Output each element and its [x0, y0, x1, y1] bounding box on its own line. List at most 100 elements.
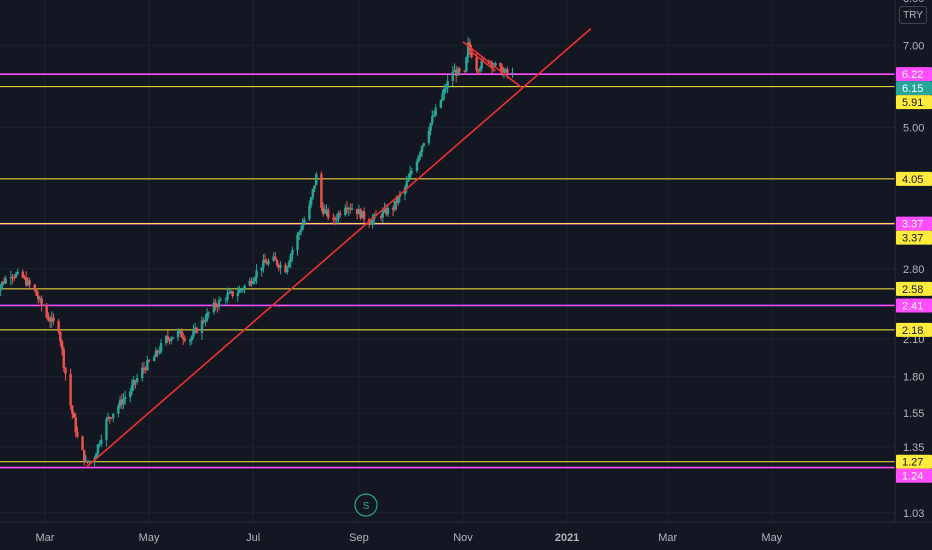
candle-body	[14, 273, 18, 278]
price-tick-label: 1.55	[903, 408, 924, 420]
candle-body	[468, 42, 472, 50]
candle-body	[320, 173, 323, 208]
candle-body	[236, 292, 239, 296]
candle-body	[393, 200, 396, 210]
candle-body	[361, 211, 364, 219]
candle-body	[511, 72, 514, 74]
level-badge	[896, 281, 932, 296]
candle-body	[349, 208, 352, 210]
candle-body	[298, 232, 301, 235]
level-badge	[896, 95, 932, 110]
price-tick-label: 8.50	[903, 0, 924, 5]
candle-body	[345, 207, 349, 210]
candle-body	[267, 260, 270, 265]
candle-body	[83, 450, 86, 462]
level-badge	[896, 454, 932, 469]
candle-body	[338, 213, 342, 215]
level-badge-label: 2.18	[902, 325, 923, 337]
candle-body	[200, 320, 204, 333]
candle-body	[475, 57, 478, 71]
candle-body	[456, 68, 460, 76]
candle-body	[134, 380, 137, 383]
candle-body	[291, 250, 294, 256]
candle-body	[451, 71, 454, 81]
time-tick-labels: Mar May Jul Sep Nov 2021 Mar May	[36, 532, 783, 544]
event-marker-label: S	[363, 501, 370, 512]
candle-body	[431, 116, 434, 124]
candle-body	[420, 146, 424, 153]
candle-body	[147, 360, 151, 362]
candle-body	[308, 205, 311, 220]
candle-body	[168, 338, 171, 341]
candle-body	[195, 327, 199, 333]
candle-body	[325, 209, 328, 211]
price-tick-label: 5.00	[903, 122, 924, 134]
candle-body	[57, 320, 60, 332]
candle-body	[279, 264, 282, 268]
currency-button[interactable]: TRY	[899, 6, 927, 24]
candle-body	[11, 277, 14, 279]
candle-body	[371, 218, 374, 224]
candle-body	[453, 69, 456, 72]
candle-body	[251, 281, 255, 284]
candle-body	[465, 57, 468, 72]
candle-body	[130, 385, 134, 392]
candle-body	[253, 278, 257, 282]
candle-body	[40, 298, 43, 306]
candle-body	[383, 208, 386, 212]
candle-body	[260, 267, 263, 271]
candle-body	[105, 419, 108, 440]
candle-body	[71, 405, 74, 414]
time-tick-label: Mar	[658, 532, 677, 544]
candle-body	[287, 262, 291, 267]
candle-body	[207, 312, 210, 314]
candle-body	[357, 209, 361, 215]
trendline	[85, 27, 592, 469]
candle-body	[299, 229, 303, 233]
split-event-marker[interactable]: S	[354, 493, 378, 517]
level-badge-label: 1.27	[902, 457, 923, 469]
candle-body	[158, 351, 161, 353]
candle-body	[255, 270, 258, 279]
candle-body	[226, 293, 229, 300]
candle-body	[379, 216, 383, 218]
candle-body	[458, 68, 461, 71]
time-tick-label: Sep	[349, 532, 369, 544]
candle-body	[170, 338, 173, 341]
candle-body	[202, 320, 205, 322]
candle-body	[356, 208, 359, 215]
candle-body	[405, 181, 408, 188]
candle-body	[501, 67, 504, 76]
candle-body	[262, 259, 265, 268]
candle-body	[265, 262, 268, 265]
time-tick-label: 2021	[555, 532, 579, 544]
candle-body	[25, 277, 28, 286]
candle-body	[506, 69, 509, 74]
candle-body	[478, 68, 482, 71]
candle-body	[263, 259, 267, 263]
candle-body	[141, 367, 144, 379]
candle-body	[212, 302, 216, 313]
candle-body	[60, 341, 64, 349]
level-badge-label: 2.58	[902, 284, 923, 296]
price-tick-label: 2.10	[903, 334, 924, 346]
time-tick-label: Mar	[36, 532, 55, 544]
candle-body	[120, 399, 123, 405]
candle-body	[35, 290, 38, 296]
candle-body	[359, 209, 362, 219]
candle-body	[250, 280, 253, 284]
candle-body	[408, 172, 412, 178]
candle-body	[164, 336, 168, 344]
candle-body	[142, 367, 146, 369]
candle-body	[98, 443, 101, 445]
candle-body	[132, 380, 135, 386]
level-badge	[896, 171, 932, 186]
price-tick-labels: 8.50 7.00 5.00 2.80 2.10 1.80 1.55 1.35 1.03	[903, 0, 924, 520]
candle-body	[454, 69, 458, 76]
candle-body	[422, 143, 425, 147]
level-badge-label: 5.91	[902, 97, 923, 109]
candle-body	[369, 223, 373, 225]
level-badge	[896, 322, 932, 337]
